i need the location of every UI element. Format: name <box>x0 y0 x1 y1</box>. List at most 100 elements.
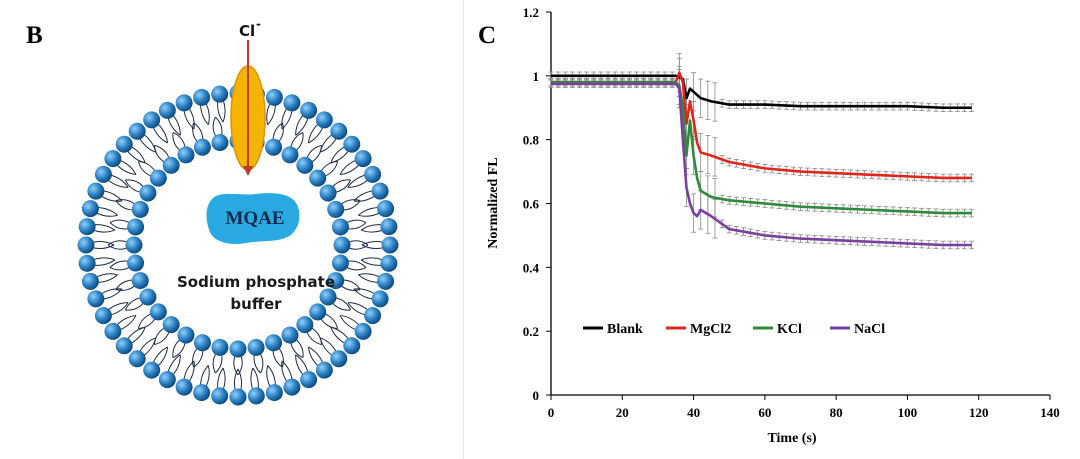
lipid-tail <box>347 302 367 316</box>
lipid-head-inner <box>139 288 157 306</box>
lipid-tail <box>331 179 351 188</box>
lipid-head-outer <box>81 272 99 290</box>
lipid-tail <box>345 266 367 271</box>
panel-c-chart: C 0 20 40 60 80 100 120 140 0 0.2 0.4 0.6 0.8 1 1.2 Ti… <box>478 5 1060 446</box>
lipid-tail <box>92 229 116 233</box>
lipid-head-inner <box>125 236 143 254</box>
lipid-tail <box>308 346 324 364</box>
lipid-tail <box>330 145 346 163</box>
lipid-tail <box>116 314 137 327</box>
lipid-head-outer <box>343 135 361 153</box>
ion-label: Cl <box>239 22 255 40</box>
lipid-tail <box>237 368 243 392</box>
lipid-tail <box>307 123 320 144</box>
lipid-head-outer <box>94 307 112 325</box>
lipid-tail <box>92 257 116 261</box>
lipid-head-outer <box>115 135 133 153</box>
lipid-tail <box>347 302 369 311</box>
lipid-head-outer <box>265 384 283 402</box>
lipid-tail <box>154 144 170 160</box>
lipid-head-outer <box>115 337 133 355</box>
lipid-head-inner <box>265 334 283 352</box>
y-tick-label: 1.2 <box>523 5 539 20</box>
lipid-head-outer <box>247 387 265 405</box>
lipid-tail <box>200 365 209 387</box>
lipid-tail <box>93 259 116 266</box>
lipid-head-outer <box>104 150 122 168</box>
lipid-tail <box>91 244 115 250</box>
lipid-tail <box>339 159 357 175</box>
lipid-tail <box>107 179 129 188</box>
y-tick-label: 0 <box>533 388 540 403</box>
lipid-head-inner <box>127 254 145 272</box>
lipid-tail <box>306 330 322 346</box>
lipid-tail <box>119 159 137 175</box>
lipid-head-outer <box>283 94 301 112</box>
lipid-tail <box>222 99 226 123</box>
lipid-tail <box>345 219 367 224</box>
lipid-tail <box>307 346 320 367</box>
panel-b-diagram: B Cl - MQAE Sodium phosphate buffer <box>26 17 399 406</box>
y-tick-label: 0.6 <box>523 197 540 212</box>
lipid-head-inner <box>319 184 337 202</box>
lipid-head-outer <box>78 254 96 272</box>
lipid-tail <box>119 315 137 331</box>
panel-divider <box>463 0 464 459</box>
lipid-head-outer <box>211 85 229 103</box>
legend-label-blank: Blank <box>607 322 643 337</box>
x-axis-title: Time (s) <box>767 431 816 446</box>
series-line-mgcl2 <box>551 71 972 180</box>
lipid-tail <box>167 116 181 136</box>
lipid-tail <box>107 244 129 250</box>
lipid-head-outer <box>364 307 382 325</box>
lipid-head-outer <box>229 388 247 406</box>
legend-label-kcl: KCl <box>777 322 802 337</box>
ion-charge: - <box>256 17 261 31</box>
lipid-tail <box>138 337 156 353</box>
lipid-tail <box>233 354 239 376</box>
lipid-tail <box>172 132 181 152</box>
lipid-tail <box>167 354 181 374</box>
lipid-tail <box>215 353 223 374</box>
lipid-tail <box>360 229 384 233</box>
lipid-head-inner <box>265 138 283 156</box>
lipid-tail <box>172 338 181 358</box>
lipid-head-outer <box>283 378 301 396</box>
lipid-head-inner <box>327 200 345 218</box>
lipid-tail <box>91 240 115 246</box>
lipid-head-outer <box>343 337 361 355</box>
lipid-head-inner <box>296 316 314 334</box>
lipid-head-outer <box>330 350 348 368</box>
lipid-bilayer <box>77 84 399 406</box>
lipid-tail <box>93 224 116 231</box>
lipid-tail <box>360 224 383 231</box>
lipid-head-inner <box>281 326 299 344</box>
panel-c-letter: C <box>478 22 496 49</box>
lipid-head-outer <box>315 361 333 379</box>
lipid-head-inner <box>296 156 314 174</box>
lipid-tail <box>100 195 123 202</box>
lipid-tail <box>125 302 145 311</box>
lipid-tail <box>358 273 381 278</box>
lipid-head-inner <box>162 316 180 334</box>
lipid-tail <box>217 100 224 123</box>
lipid-head-outer <box>300 101 318 119</box>
lipid-head-outer <box>380 218 398 236</box>
lipid-head-outer <box>78 218 96 236</box>
lipid-tail <box>358 274 380 283</box>
lipid-tail <box>295 354 304 376</box>
lipid-tail <box>100 288 123 295</box>
x-tick-label: 140 <box>1040 405 1060 420</box>
lipid-tail <box>96 274 118 283</box>
lipid-head-outer <box>193 384 211 402</box>
y-tick-label: 0.4 <box>523 260 540 275</box>
lipid-head-inner <box>193 334 211 352</box>
y-tick-label: 0.2 <box>523 324 539 339</box>
lipid-tail <box>109 222 130 230</box>
lipid-head-outer <box>128 350 146 368</box>
lipid-tail <box>107 240 129 246</box>
lipid-tail <box>125 179 145 188</box>
lipid-head-inner <box>149 169 167 187</box>
chart-series <box>551 71 972 247</box>
lipid-tail <box>172 354 181 376</box>
